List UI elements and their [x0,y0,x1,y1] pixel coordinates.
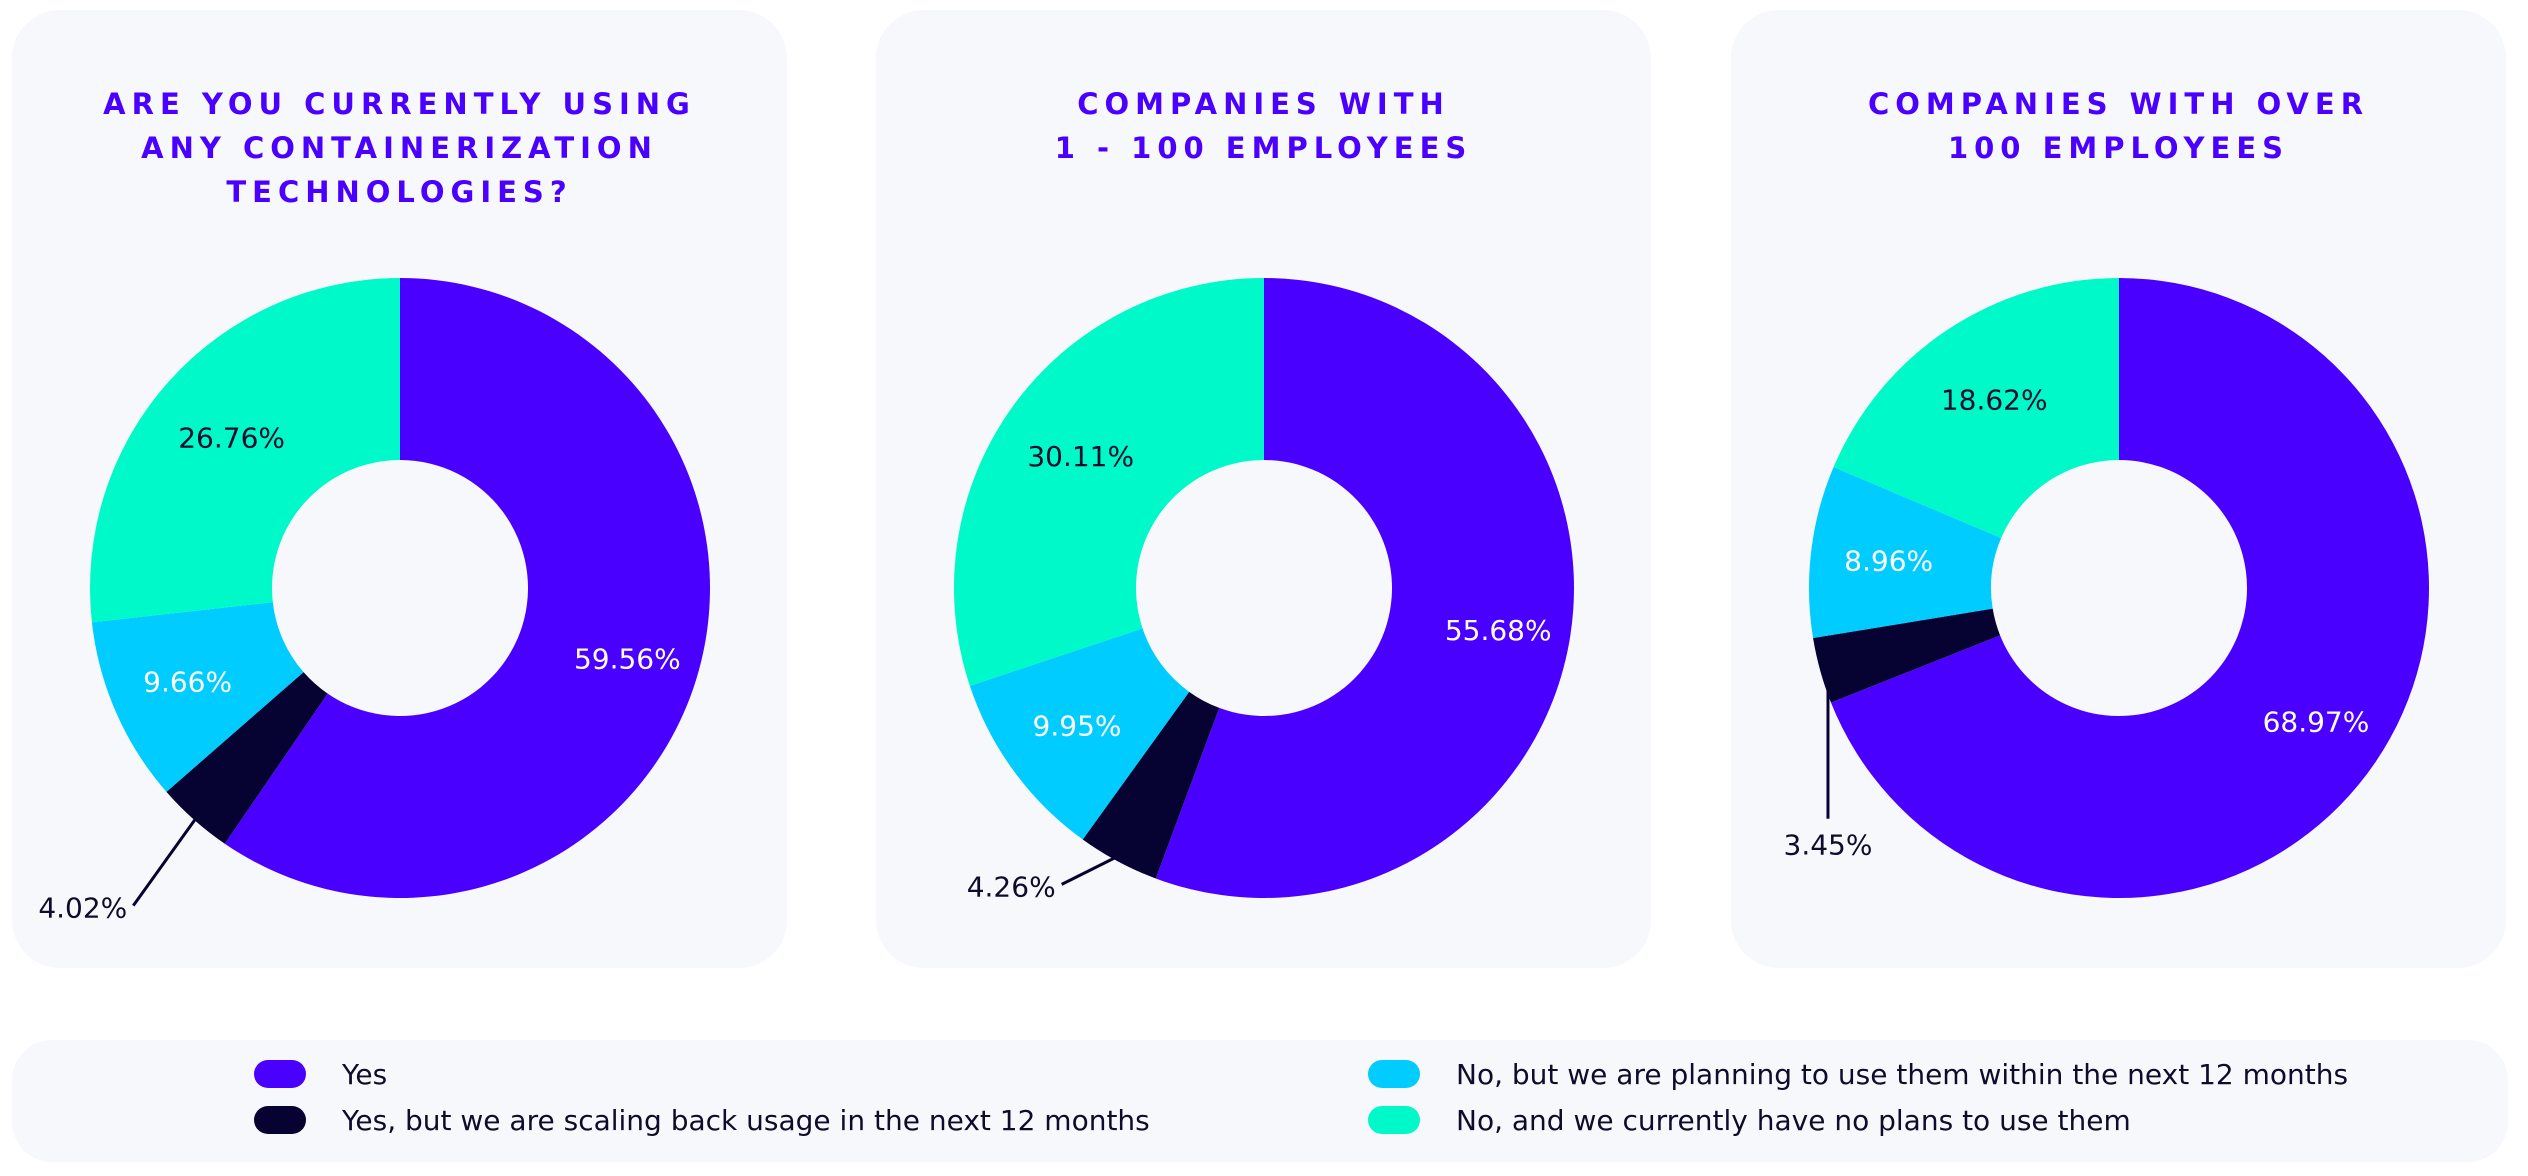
donut-slice-yes [1830,278,2429,898]
data-label-yes: 55.68% [1445,614,1552,647]
data-label-scaling-back: 4.02% [38,892,127,925]
donut-slice-planning [1809,467,2002,639]
data-label-planning: 9.95% [1033,709,1122,742]
data-label-yes: 68.97% [2263,706,2370,739]
legend-item-scaling-back: Yes, but we are scaling back usage in th… [254,1100,1150,1140]
donut-chart-small-companies: 55.68% 4.26% 9.95% 30.11% [954,278,1574,903]
callout-dot [1821,662,1834,675]
donut-slice-no-plans [1833,278,2119,539]
data-label-yes: 59.56% [574,642,681,675]
legend-label: No, and we currently have no plans to us… [1456,1103,2131,1137]
callout-line [1061,853,1123,886]
data-label-planning: 8.96% [1844,544,1933,577]
chart-legend: Yes Yes, but we are scaling back usage i… [12,1040,2508,1162]
donut-slice-scaling-back [166,672,328,844]
legend-item-yes: Yes [254,1054,387,1094]
data-label-scaling-back: 4.26% [967,870,1056,903]
legend-label: No, but we are planning to use them with… [1456,1057,2349,1091]
donut-chart-all: 59.56% 4.02% 9.66% 26.76% [38,278,711,925]
legend-label: Yes [342,1057,388,1091]
legend-label: Yes, but we are scaling back usage in th… [342,1103,1150,1137]
donut-slice-planning [969,628,1190,840]
callout-line [132,812,201,907]
chart-panel-all: ARE YOU CURRENTLY USING ANY CONTAINERIZA… [12,10,787,968]
donut-slice-no-plans [90,278,401,623]
chart-panel-small-companies: COMPANIES WITH 1 - 100 EMPLOYEES 55.68% 4… [876,10,1651,968]
callout-dot [193,807,206,820]
legend-item-no-plans: No, and we currently have no plans to us… [1368,1100,2131,1140]
legend-item-planning: No, but we are planning to use them with… [1368,1054,2348,1094]
donut-chart-large-companies: 68.97% 3.45% 8.96% 18.62% [1784,278,2429,898]
data-label-no-plans: 30.11% [1027,440,1134,473]
donut-slice-yes [1155,278,1574,898]
callout-dot [1115,848,1128,861]
donut-slice-no-plans [954,278,1264,686]
chart-panel-large-companies: COMPANIES WITH OVER 100 EMPLOYEES 68.97%… [1731,10,2506,968]
chart-title: COMPANIES WITH 1 - 100 EMPLOYEES [1054,87,1473,165]
legend-swatch-planning [1368,1060,1420,1088]
donut-slice-scaling-back [1082,691,1220,879]
data-label-no-plans: 26.76% [178,421,285,454]
data-label-planning: 9.66% [143,665,232,698]
data-label-no-plans: 18.62% [1941,384,2048,417]
donut-slice-scaling-back [1813,608,2001,703]
donut-slice-planning [91,602,304,792]
legend-swatch-scaling-back [254,1106,306,1134]
chart-title: COMPANIES WITH OVER 100 EMPLOYEES [1867,87,2370,165]
donut-slice-yes [224,278,711,898]
legend-swatch-yes [254,1060,306,1088]
legend-swatch-no-plans [1368,1106,1420,1134]
data-label-scaling-back: 3.45% [1784,829,1873,862]
chart-title: ARE YOU CURRENTLY USING ANY CONTAINERIZA… [103,87,696,209]
